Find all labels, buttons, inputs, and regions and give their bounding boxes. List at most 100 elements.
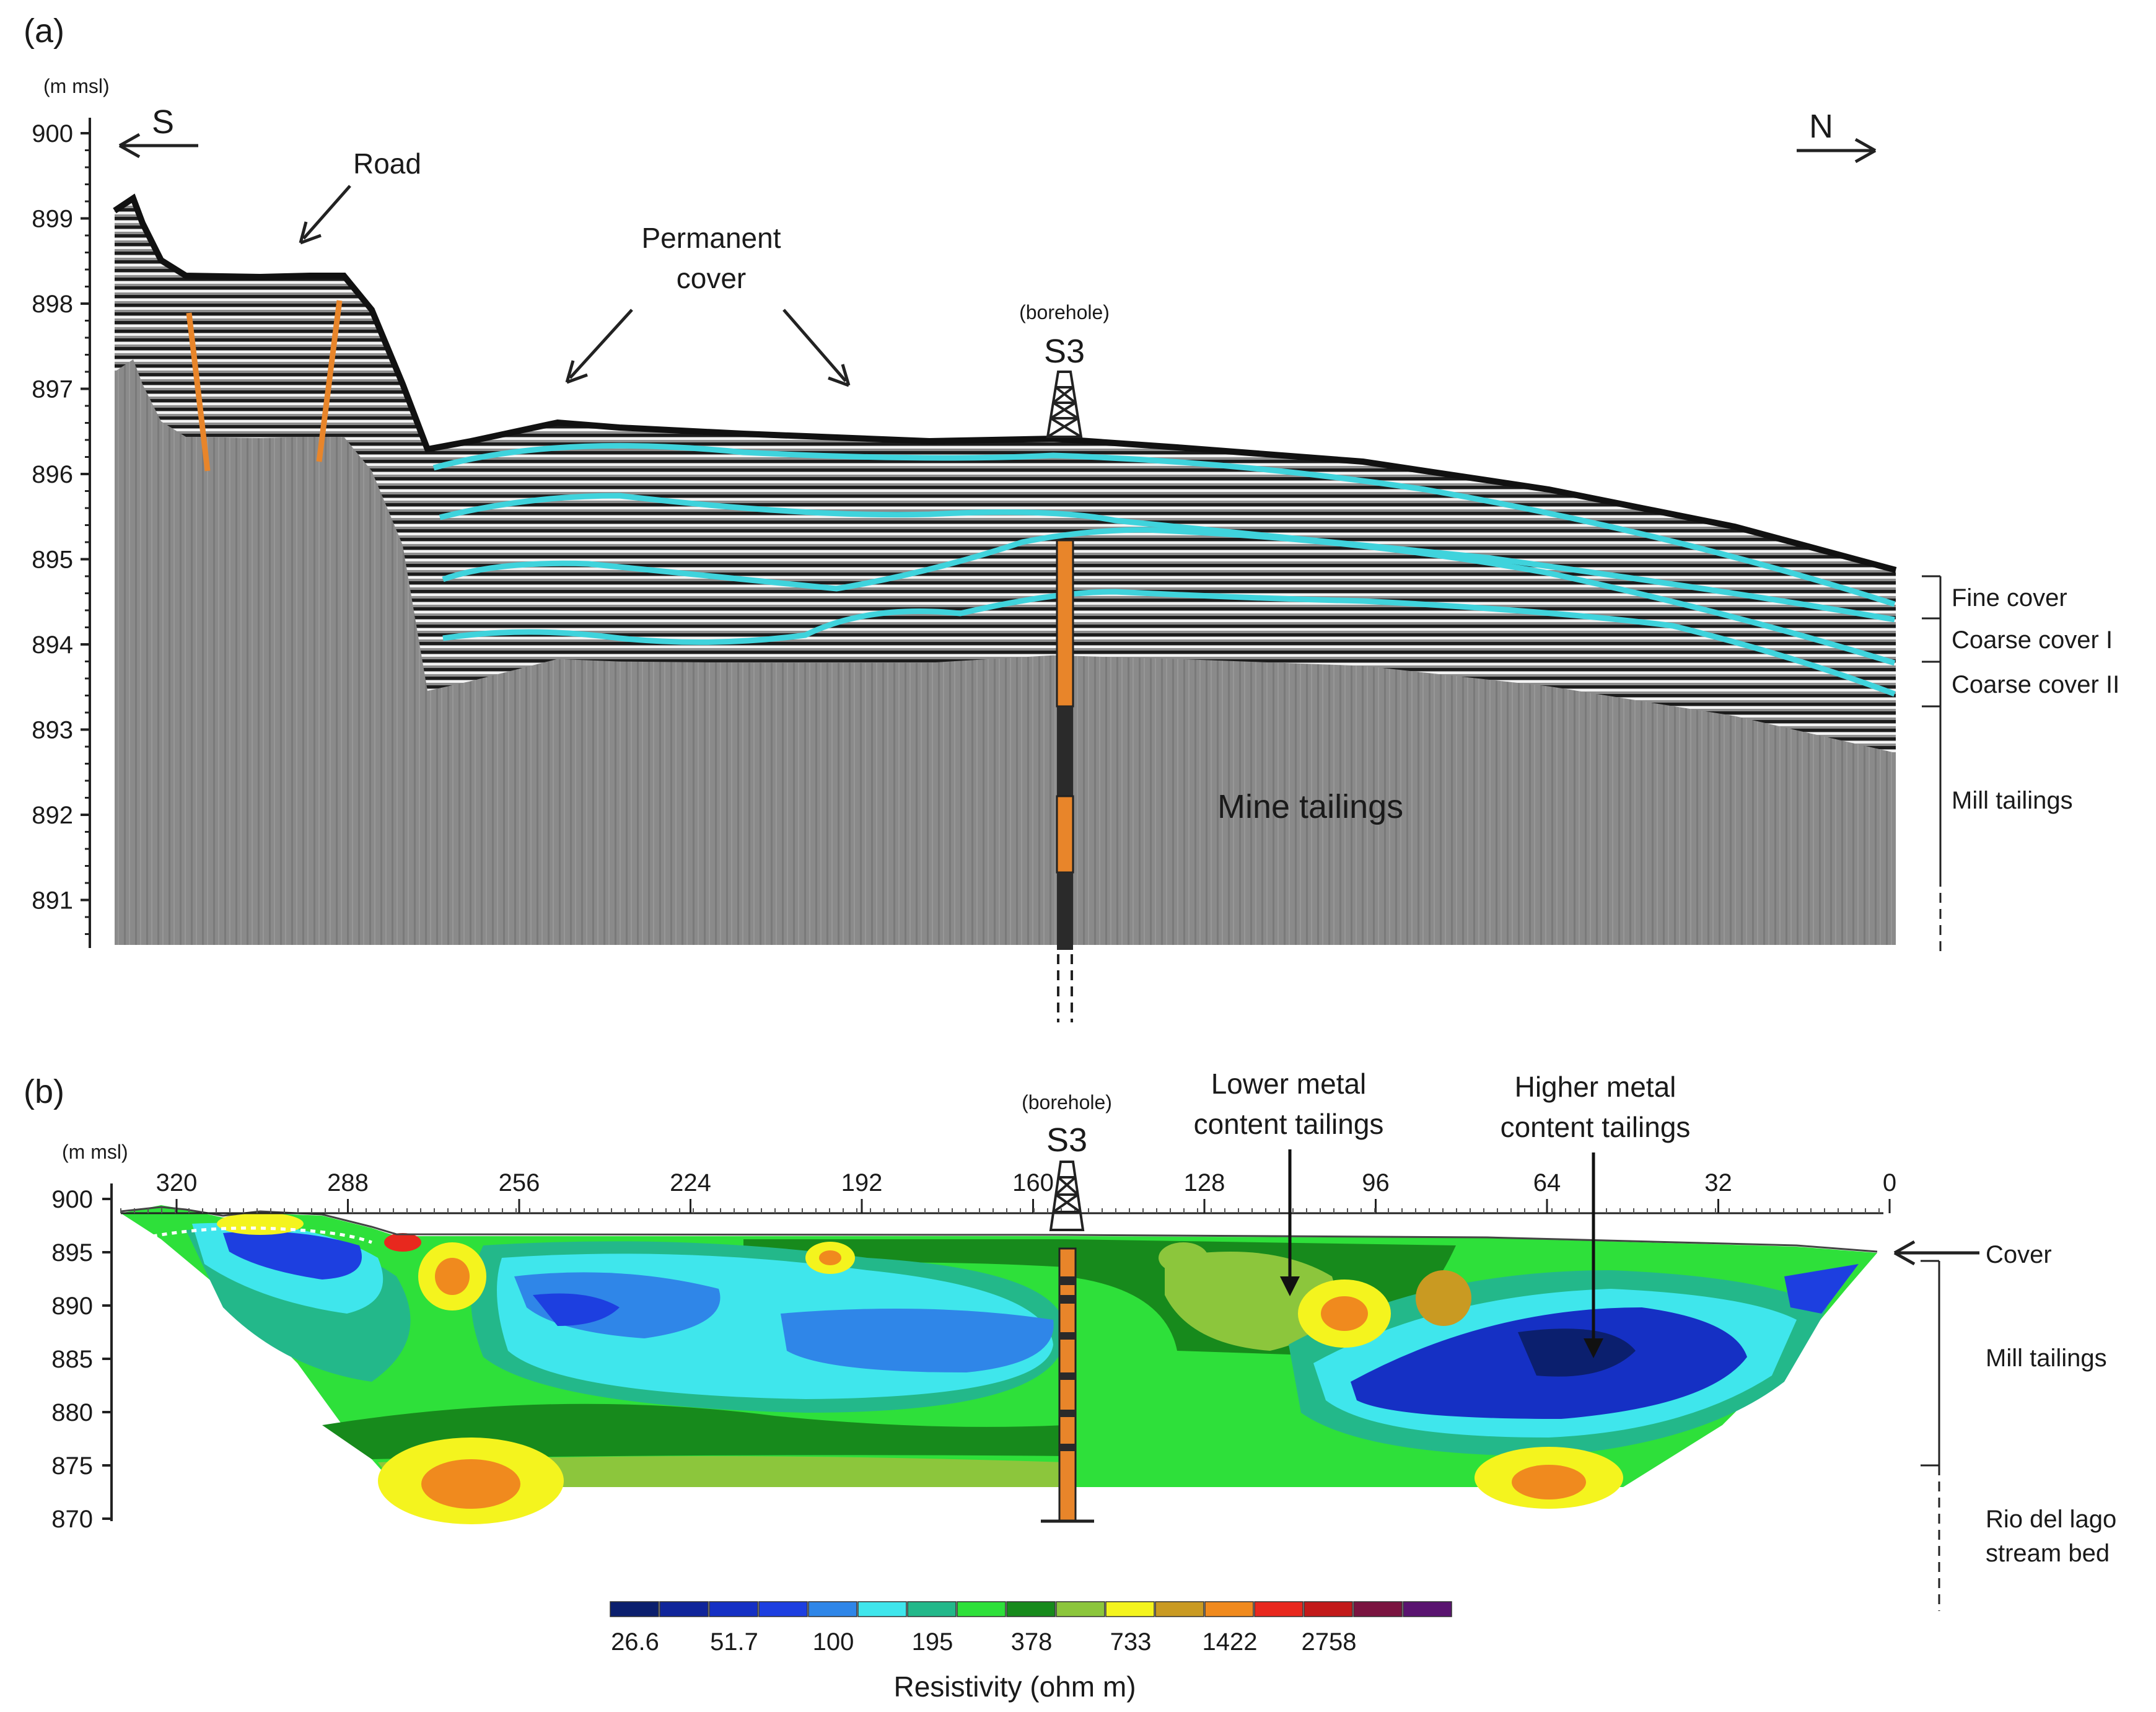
y-tick-label: 891 xyxy=(32,887,73,915)
y-tick-label: 900 xyxy=(32,120,73,147)
borehole-name-a: S3 xyxy=(1044,333,1085,370)
y-tick-label: 899 xyxy=(32,206,73,233)
y-tick-label: 892 xyxy=(32,802,73,829)
y-tick-label: 890 xyxy=(51,1293,93,1320)
x-tick-label: 0 xyxy=(1883,1169,1896,1196)
layer-mill-tailings-b: Mill tailings xyxy=(1986,1345,2107,1372)
higher-metal-line1: Higher metal xyxy=(1515,1071,1676,1103)
x-tick-label: 128 xyxy=(1184,1169,1225,1196)
ert-resistive-body xyxy=(217,1213,304,1235)
colorbar-swatch xyxy=(1006,1601,1056,1617)
colorbar-label: 51.7 xyxy=(710,1628,758,1656)
colorbar-title: Resistivity (ohm m) xyxy=(893,1670,1136,1703)
y-tick-label: 875 xyxy=(51,1452,93,1480)
y-tick-label: 900 xyxy=(51,1186,93,1213)
x-tick-label: 256 xyxy=(499,1169,540,1196)
layer-interfaces xyxy=(432,442,1896,697)
resistivity-section xyxy=(120,1205,1878,1524)
colorbar-swatch xyxy=(1304,1601,1353,1617)
ert-resistive-body xyxy=(1416,1270,1471,1326)
layer-interface-line xyxy=(439,493,1895,623)
x-tick-label: 288 xyxy=(327,1169,369,1196)
ert-resistive-body xyxy=(1159,1242,1208,1273)
y-tick-label: 897 xyxy=(32,376,73,403)
y-tick-label: 870 xyxy=(51,1506,93,1533)
panel-a-label: (a) xyxy=(24,12,64,50)
panel-b-y-unit: (m msl) xyxy=(62,1141,128,1163)
panel-b: (b) (m msl) xyxy=(24,1068,2116,1703)
tailings-label: Mine tailings xyxy=(1217,788,1403,825)
ert-resistive-body xyxy=(435,1258,470,1295)
ert-conductor xyxy=(223,1231,362,1280)
colorbar-swatch xyxy=(957,1601,1006,1617)
drill-rig-icon-b xyxy=(1049,1161,1085,1231)
layer-bracket-b xyxy=(1921,1260,1940,1611)
panel-b-y-axis: 900 895 890 885 880 875 870 xyxy=(51,1183,113,1533)
colorbar-label: 100 xyxy=(813,1628,854,1656)
north-label: N xyxy=(1809,108,1833,145)
colorbar-swatch xyxy=(1155,1601,1204,1617)
borehole-core-a xyxy=(1056,539,1074,1022)
layer-interface-line xyxy=(442,527,1896,666)
road-arrow xyxy=(299,185,351,245)
layer-cover-b: Cover xyxy=(1986,1241,2052,1268)
colorbar-swatch xyxy=(1056,1601,1105,1617)
cover-arrow-b xyxy=(1893,1240,1979,1266)
colorbar-label: 1422 xyxy=(1203,1628,1258,1656)
colorbar-swatch xyxy=(610,1601,659,1617)
y-tick-label: 893 xyxy=(32,717,73,744)
colorbar-swatch xyxy=(1254,1601,1304,1617)
colorbar-swatch xyxy=(1204,1601,1254,1617)
layer-interface-line xyxy=(442,589,1896,697)
fault-line xyxy=(316,300,343,462)
layer-coarse-cover-2: Coarse cover II xyxy=(1952,671,2119,698)
ert-resistive-body xyxy=(1512,1465,1586,1499)
ert-resistive-body xyxy=(384,1233,421,1252)
cover-arrow-left xyxy=(565,309,633,384)
y-tick-label: 896 xyxy=(32,461,73,488)
lower-metal-line1: Lower metal xyxy=(1211,1068,1367,1100)
colorbar-swatch xyxy=(758,1601,808,1617)
colorbar-swatch xyxy=(1403,1601,1452,1617)
panel-a: (a) (m msl) 900 899 898 897 896 895 894 893 892 8… xyxy=(24,12,2119,1022)
ert-conductor xyxy=(1784,1264,1859,1314)
south-arrow xyxy=(118,133,198,159)
ert-cover-dots xyxy=(142,1226,372,1244)
layer-fine-cover: Fine cover xyxy=(1952,584,2067,612)
borehole-core-b xyxy=(1041,1247,1094,1523)
ert-resistive-body xyxy=(421,1459,520,1509)
borehole-caption-b: (borehole) xyxy=(1022,1091,1112,1113)
layer-stream-bed-1: Rio del lago xyxy=(1986,1506,2116,1533)
colorbar-swatch xyxy=(808,1601,857,1617)
layer-bracket-a xyxy=(1922,575,1942,957)
x-tick-label: 320 xyxy=(156,1169,198,1196)
drill-rig-icon xyxy=(1046,371,1083,438)
y-tick-label: 895 xyxy=(51,1239,93,1266)
y-tick-label: 898 xyxy=(32,291,73,318)
gpr-radargram xyxy=(113,193,1897,945)
resistivity-colorbar: 26.6 51.7 100 195 378 733 1422 2758 xyxy=(610,1601,1452,1656)
panel-b-x-axis: 320 288 256 224 192 160 128 96 64 32 0 xyxy=(120,1169,1896,1214)
lower-metal-line2: content tailings xyxy=(1194,1108,1384,1140)
ert-resistive-body xyxy=(819,1250,841,1265)
y-tick-label: 895 xyxy=(32,547,73,574)
lower-metal-arrow xyxy=(1280,1149,1300,1296)
borehole-caption-a: (borehole) xyxy=(1019,301,1110,323)
colorbar-swatch xyxy=(709,1601,758,1617)
layer-coarse-cover-1: Coarse cover I xyxy=(1952,626,2113,654)
cover-arrow-right xyxy=(782,309,851,387)
x-tick-label: 192 xyxy=(841,1169,883,1196)
colorbar-swatch xyxy=(1105,1601,1155,1617)
ert-conductor xyxy=(533,1293,620,1326)
x-tick-label: 32 xyxy=(1704,1169,1732,1196)
north-arrow xyxy=(1797,138,1877,164)
x-tick-label: 64 xyxy=(1533,1169,1561,1196)
x-tick-label: 96 xyxy=(1362,1169,1390,1196)
y-tick-label: 880 xyxy=(51,1399,93,1426)
higher-metal-line2: content tailings xyxy=(1501,1111,1691,1143)
layer-interface-line xyxy=(432,442,1896,607)
panel-a-y-axis: 900 899 898 897 896 895 894 893 892 891 xyxy=(32,118,91,948)
fault-line xyxy=(186,312,211,472)
panel-a-y-unit: (m msl) xyxy=(43,75,110,97)
